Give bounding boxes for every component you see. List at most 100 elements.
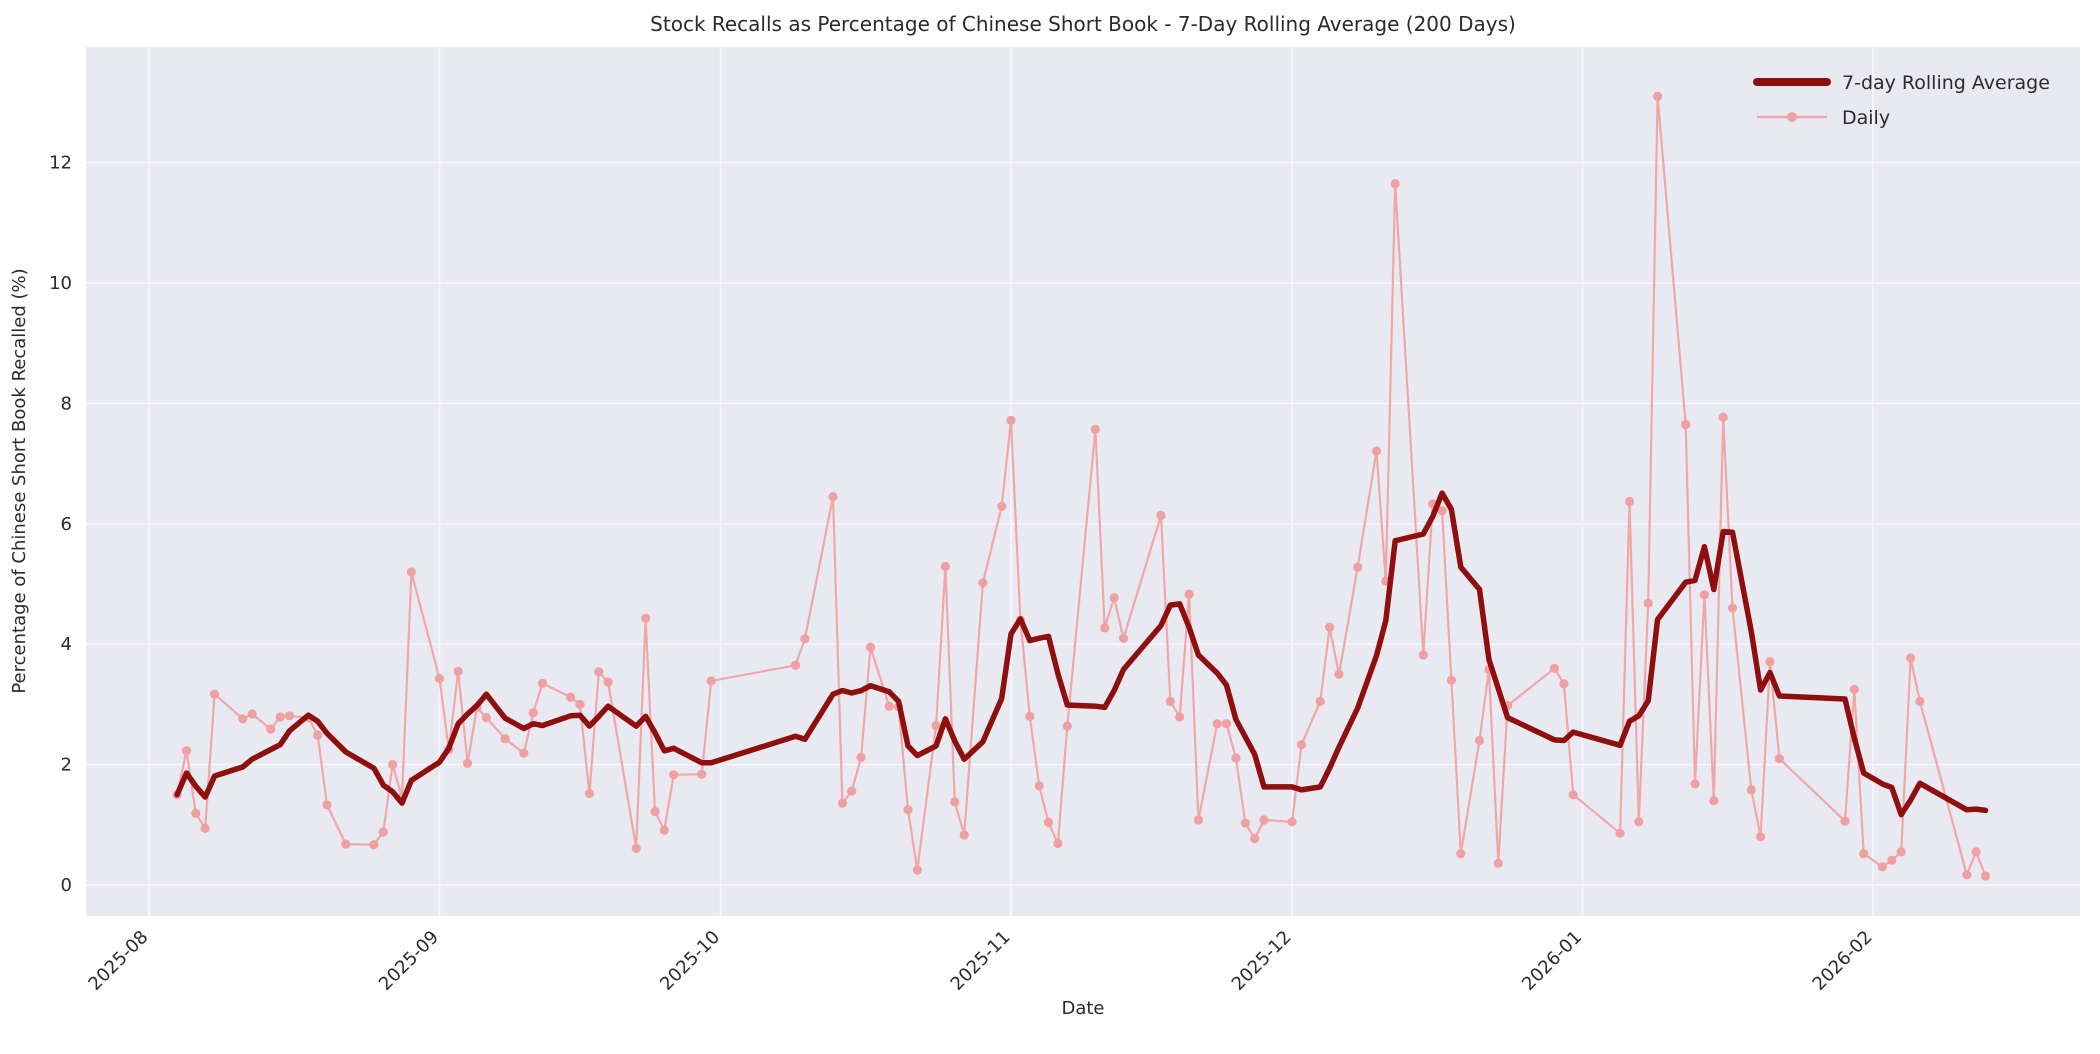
daily-data-point bbox=[1653, 91, 1663, 101]
daily-data-point bbox=[519, 748, 529, 758]
daily-data-point bbox=[266, 724, 276, 734]
daily-data-point bbox=[1193, 815, 1203, 825]
daily-data-point bbox=[1549, 663, 1560, 673]
daily-data-point bbox=[912, 865, 922, 875]
daily-data-point bbox=[481, 713, 491, 723]
daily-data-point bbox=[200, 823, 210, 834]
daily-data-point bbox=[1727, 603, 1738, 613]
daily-data-point bbox=[575, 699, 585, 710]
daily-data-point bbox=[1259, 815, 1269, 825]
x-tick-label: 2025-10 bbox=[656, 927, 724, 995]
y-tick-label: 12 bbox=[49, 153, 72, 174]
daily-data-point bbox=[697, 769, 707, 779]
daily-data-point bbox=[847, 786, 857, 796]
daily-data-point bbox=[1896, 847, 1906, 857]
series-layer bbox=[172, 91, 1991, 881]
plot-area bbox=[86, 47, 2080, 916]
daily-data-point bbox=[275, 712, 285, 722]
daily-data-point bbox=[1062, 721, 1072, 731]
daily-data-point bbox=[1709, 796, 1719, 806]
legend-item-rolling: 7-day Rolling Average bbox=[1753, 72, 2050, 94]
x-tick-label: 2026-02 bbox=[1809, 927, 1877, 995]
y-tick-label: 10 bbox=[49, 273, 72, 294]
daily-data-point bbox=[1568, 790, 1578, 800]
daily-data-point bbox=[1315, 696, 1325, 707]
daily-data-point bbox=[1906, 653, 1916, 663]
daily-data-point bbox=[1624, 496, 1635, 507]
daily-data-point bbox=[1474, 735, 1485, 746]
daily-data-point bbox=[322, 800, 332, 810]
daily-data-point bbox=[1756, 832, 1766, 842]
daily-data-point bbox=[1962, 870, 1972, 880]
daily-data-point bbox=[1615, 828, 1625, 838]
daily-data-point bbox=[1634, 817, 1644, 827]
daily-data-point bbox=[594, 667, 604, 677]
daily-data-point bbox=[369, 840, 379, 850]
daily-data-point bbox=[313, 730, 323, 740]
daily-data-point bbox=[1090, 424, 1100, 434]
legend-item-daily: Daily bbox=[1757, 107, 1890, 129]
daily-data-point bbox=[1371, 446, 1382, 456]
chart-title: Stock Recalls as Percentage of Chinese S… bbox=[650, 12, 1516, 36]
daily-data-point bbox=[1971, 847, 1981, 857]
daily-data-point bbox=[1296, 740, 1307, 750]
daily-data-point bbox=[1774, 754, 1784, 764]
daily-data-point bbox=[1418, 650, 1428, 660]
daily-data-point bbox=[1718, 412, 1728, 422]
daily-data-point bbox=[566, 692, 576, 702]
daily-data-point bbox=[1156, 510, 1166, 520]
daily-data-point bbox=[1165, 696, 1175, 707]
daily-data-point bbox=[284, 711, 295, 721]
daily-data-point bbox=[931, 720, 941, 731]
daily-data-point bbox=[631, 843, 641, 853]
daily-data-point bbox=[1859, 849, 1869, 859]
daily-data-point bbox=[528, 708, 538, 718]
daily-data-point bbox=[584, 788, 595, 799]
daily-data-point bbox=[1690, 779, 1700, 789]
daily-data-point bbox=[181, 746, 192, 756]
daily-data-point bbox=[1287, 817, 1297, 827]
daily-data-point bbox=[1643, 598, 1653, 608]
legend: 7-day Rolling Average Daily bbox=[1753, 72, 2050, 129]
daily-data-point bbox=[950, 797, 960, 807]
daily-data-point bbox=[1915, 696, 1925, 707]
daily-data-point bbox=[837, 798, 848, 808]
daily-data-point bbox=[500, 734, 510, 744]
daily-data-point bbox=[1456, 849, 1466, 859]
daily-data-point bbox=[978, 578, 988, 588]
y-tick-label: 4 bbox=[61, 634, 72, 655]
y-tick-label: 2 bbox=[61, 755, 72, 776]
daily-data-point bbox=[1849, 684, 1859, 695]
daily-data-point bbox=[1390, 179, 1400, 189]
x-tick-label: 2025-12 bbox=[1228, 927, 1296, 995]
daily-data-point bbox=[669, 770, 679, 780]
daily-data-point bbox=[238, 714, 248, 724]
y-tick-label: 8 bbox=[61, 393, 72, 414]
y-axis-label: Percentage of Chinese Short Book Recalle… bbox=[9, 268, 30, 693]
daily-data-point bbox=[1887, 855, 1897, 865]
daily-data-point bbox=[603, 677, 613, 687]
legend-label-daily: Daily bbox=[1842, 107, 1890, 129]
daily-data-point bbox=[1006, 415, 1016, 425]
legend-label-rolling: 7-day Rolling Average bbox=[1842, 72, 2050, 94]
daily-data-point bbox=[1184, 589, 1194, 599]
daily-data-point bbox=[856, 752, 866, 763]
daily-data-point bbox=[1221, 719, 1232, 729]
daily-data-point bbox=[865, 642, 876, 652]
daily-data-point bbox=[1437, 506, 1447, 516]
daily-data-point bbox=[463, 758, 473, 769]
daily-data-point bbox=[341, 839, 351, 849]
daily-data-point bbox=[1118, 633, 1129, 643]
x-tick-label: 2025-08 bbox=[84, 927, 152, 995]
daily-data-point bbox=[1699, 590, 1709, 600]
rolling-average-series-line bbox=[174, 490, 1989, 818]
daily-data-point bbox=[1840, 816, 1850, 826]
grid-layer bbox=[86, 47, 2080, 916]
daily-data-point bbox=[378, 827, 388, 837]
daily-data-point bbox=[210, 689, 220, 699]
daily-data-point bbox=[434, 673, 445, 684]
daily-data-point bbox=[1100, 623, 1110, 633]
daily-data-point bbox=[641, 613, 651, 623]
daily-data-point bbox=[1765, 657, 1775, 667]
